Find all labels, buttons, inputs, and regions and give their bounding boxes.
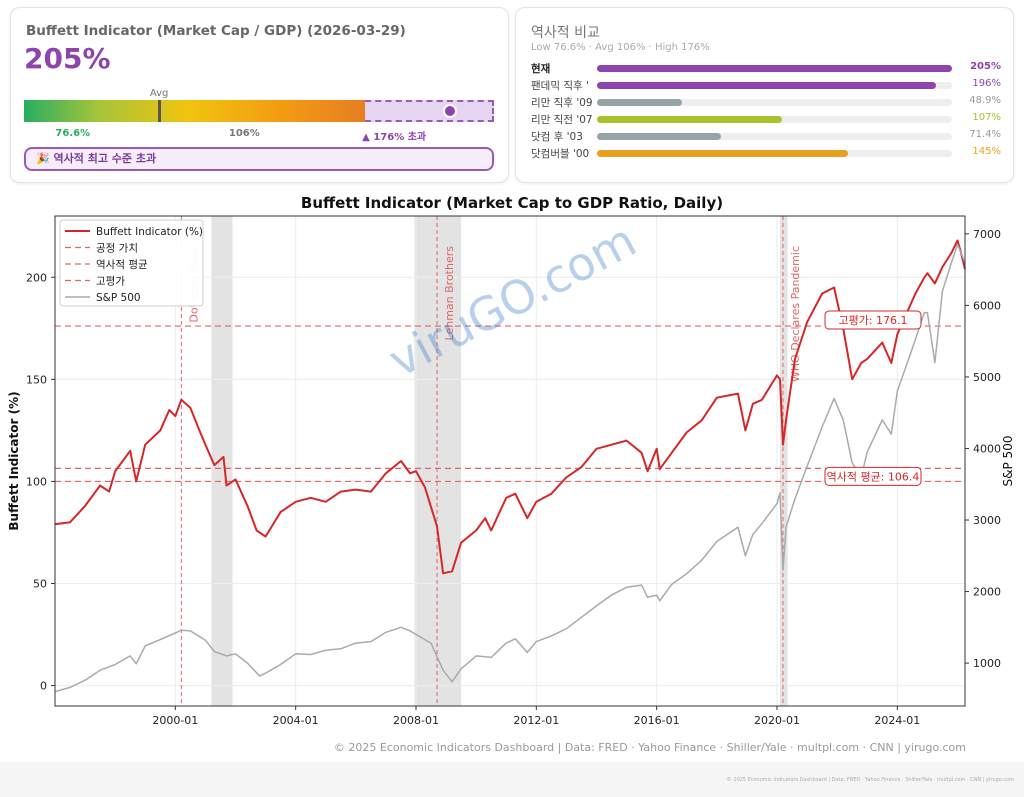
y-tick-label: 200: [26, 271, 47, 284]
indicator-title: Buffett Indicator (Market Cap / GDP) (20…: [26, 23, 406, 39]
x-tick-label: 2000-01: [152, 714, 198, 727]
annotation-label: 고평가: 176.1: [838, 314, 907, 327]
legend-label: Buffett Indicator (%): [96, 226, 203, 238]
legend-label: S&P 500: [96, 292, 141, 304]
comparison-row-bar: [597, 150, 849, 157]
legend-label: 공정 가치: [96, 243, 138, 255]
comparison-row-track: [597, 82, 952, 89]
comparison-row-label: 현재: [531, 63, 551, 75]
comparison-row-value: 71.4%: [969, 129, 1001, 140]
comparison-subtitle: Low 76.6% · Avg 106% · High 176%: [531, 42, 710, 53]
comparison-row-track: [597, 150, 952, 157]
alert-badge: 🎉 역사적 최고 수준 초과: [24, 147, 494, 171]
plot-frame: [54, 215, 966, 707]
comparison-row-label: 닷컴버블 '00: [531, 148, 590, 160]
footer-bar: © 2025 Economic Indicators Dashboard | D…: [0, 762, 1024, 797]
x-tick-label: 2008-01: [393, 714, 439, 727]
comparison-row-label: 닷컴 후 '03: [531, 131, 583, 143]
legend-label: 역사적 평균: [96, 259, 148, 271]
legend-box: [59, 219, 204, 307]
recession-band: [211, 216, 233, 706]
source-credit: © 2025 Economic Indicators Dashboard | D…: [333, 741, 966, 754]
annotation-box: [824, 466, 922, 486]
x-tick-label: 2012-01: [513, 714, 559, 727]
y2-tick-label: 3000: [973, 514, 1001, 527]
comparison-row-bar: [597, 65, 952, 72]
comparison-row-bar: [597, 133, 721, 140]
chart-title: Buffett Indicator (Market Cap to GDP Rat…: [300, 194, 724, 212]
gauge-min-label: 76.6%: [55, 128, 91, 139]
recession-band: [779, 216, 788, 706]
event-label: Lehman Brothers: [443, 246, 456, 341]
x-tick-label: 2020-01: [754, 714, 800, 727]
y2-tick-label: 7000: [973, 228, 1001, 241]
comparison-row-track: [597, 99, 952, 106]
comparison-row-label: 리만 직전 '07: [531, 114, 593, 126]
recession-band: [414, 216, 462, 706]
y-tick-label: 50: [33, 578, 47, 591]
indicator-card: Buffett Indicator (Market Cap / GDP) (20…: [10, 7, 509, 183]
comparison-row-value: 48.9%: [969, 95, 1001, 106]
y-tick-label: 150: [26, 373, 47, 386]
comparison-row-value: 196%: [972, 78, 1001, 89]
footer-credit: © 2025 Economic Indicators Dashboard | D…: [726, 777, 1014, 783]
sp500-line: [54, 243, 966, 693]
valuation-gauge: Avg: [24, 88, 494, 122]
comparison-row-bar: [597, 82, 937, 89]
buffett-indicator-line: [54, 239, 966, 575]
comparison-row-track: [597, 65, 952, 72]
comparison-row-value: 205%: [970, 61, 1001, 72]
comparison-row-label: 팬데믹 직후 ': [531, 80, 589, 92]
x-tick-label: 2016-01: [634, 714, 680, 727]
y2-tick-label: 5000: [973, 371, 1001, 384]
y-tick-label: 100: [26, 475, 47, 488]
comparison-row: 리만 직전 '07 107%: [531, 112, 1001, 128]
comparison-row-bar: [597, 99, 682, 106]
gauge-avg-label: Avg: [149, 88, 169, 99]
comparison-row: 현재 205%: [531, 61, 1001, 77]
x-tick-label: 2024-01: [874, 714, 920, 727]
annotation-box: [824, 310, 922, 330]
y-tick-label: 0: [40, 680, 47, 693]
comparison-row: 팬데믹 직후 ' 196%: [531, 78, 1001, 94]
legend-label: 고평가: [96, 276, 125, 288]
comparison-row: 닷컴버블 '00 145%: [531, 146, 1001, 162]
comparison-row: 리만 직후 '09 48.9%: [531, 95, 1001, 111]
y-axis-label: Buffett Indicator (%): [7, 391, 21, 530]
comparison-row-bar: [597, 116, 783, 123]
gauge-avg-marker: [158, 100, 162, 122]
gauge-overflow-zone: [364, 100, 494, 122]
y2-tick-label: 2000: [973, 586, 1001, 599]
comparison-row-track: [597, 116, 952, 123]
comparison-row-track: [597, 133, 952, 140]
comparison-row: 닷컴 후 '03 71.4%: [531, 129, 1001, 145]
y2-tick-label: 1000: [973, 657, 1001, 670]
y2-tick-label: 6000: [973, 299, 1001, 312]
gauge-avg-value-label: 106%: [228, 128, 260, 139]
gauge-high-label: ▲ 176% 초과: [362, 132, 427, 143]
comparison-row-label: 리만 직후 '09: [531, 97, 593, 109]
indicator-value: 205%: [24, 42, 111, 75]
comparison-row-value: 107%: [972, 112, 1001, 123]
comparison-row-value: 145%: [972, 146, 1001, 157]
comparison-title: 역사적 비교: [531, 25, 600, 41]
annotation-label: 역사적 평균: 106.4: [827, 470, 920, 483]
x-tick-label: 2004-01: [273, 714, 319, 727]
gauge-current-dot: [442, 104, 457, 118]
comparison-card: 역사적 비교 Low 76.6% · Avg 106% · High 176% …: [515, 7, 1014, 183]
y2-axis-label: S&P 500: [1001, 436, 1015, 487]
y2-tick-label: 4000: [973, 442, 1001, 455]
gauge-fill: [24, 100, 365, 122]
